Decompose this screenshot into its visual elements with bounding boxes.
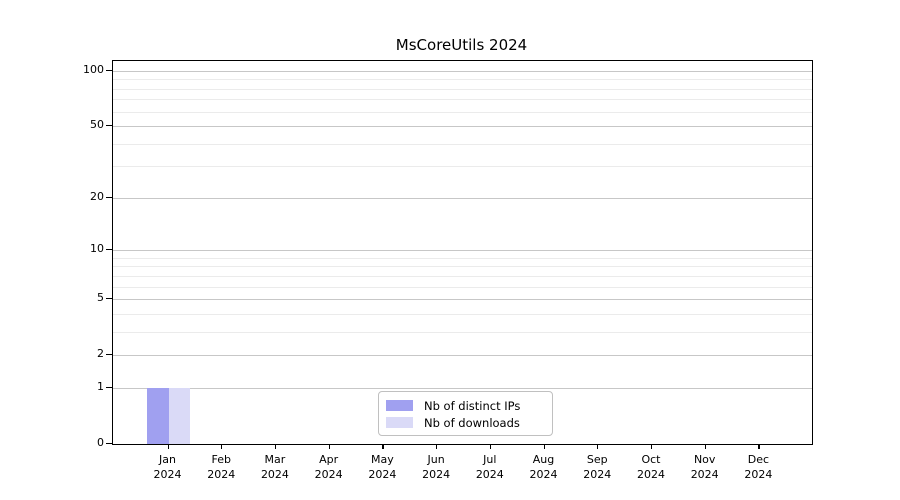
y-tick-label: 2 — [97, 347, 104, 361]
x-axis-tick — [167, 444, 169, 449]
gridline-major — [113, 197, 812, 199]
bar-nb-of-downloads — [168, 387, 190, 444]
gridline-major — [113, 355, 812, 357]
y-tick-label: 5 — [97, 291, 104, 305]
legend-entry: Nb of distinct IPs — [386, 398, 544, 413]
gridline-minor — [113, 257, 812, 259]
x-tick-label: Feb 2024 — [207, 453, 236, 481]
legend-swatch — [386, 400, 413, 411]
gridline-minor — [113, 313, 812, 315]
x-axis-tick — [543, 444, 545, 449]
x-axis-tick — [597, 444, 599, 449]
legend-swatch — [386, 417, 413, 428]
x-axis-tick — [704, 444, 706, 449]
gridline-major — [113, 299, 812, 301]
y-axis-tick — [106, 443, 112, 445]
gridline-major — [113, 70, 812, 72]
y-tick-label: 1 — [97, 379, 104, 393]
x-tick-label: Mar 2024 — [260, 453, 289, 481]
y-axis-tick — [106, 298, 112, 300]
y-axis-tick — [106, 249, 112, 251]
y-tick-label: 0 — [97, 436, 104, 449]
x-axis-tick — [221, 444, 223, 449]
gridline-minor — [113, 88, 812, 90]
y-tick-label: 100 — [83, 62, 104, 76]
x-axis-tick — [274, 444, 277, 449]
gridline-minor — [113, 275, 812, 277]
x-tick-label: Oct 2024 — [636, 453, 665, 481]
legend: Nb of distinct IPs Nb of downloads — [378, 391, 553, 436]
x-tick-label: Jul 2024 — [475, 453, 504, 481]
x-axis-tick — [758, 444, 760, 449]
y-tick-label: 50 — [90, 118, 104, 132]
y-tick-label: 20 — [90, 189, 104, 203]
x-axis-tick — [436, 444, 438, 449]
y-axis-tick — [106, 354, 112, 356]
gridline-minor — [113, 143, 812, 145]
gridline-minor — [113, 166, 812, 168]
x-axis-tick — [489, 444, 491, 449]
y-axis-tick — [106, 69, 112, 72]
y-axis-tick — [106, 386, 112, 389]
gridline-minor — [113, 99, 812, 101]
gridline-minor — [113, 331, 812, 333]
x-tick-label: Sep 2024 — [583, 453, 612, 481]
gridline-minor — [113, 79, 812, 81]
x-tick-label: Dec 2024 — [744, 453, 773, 481]
gridline-minor — [113, 111, 812, 113]
plot-area — [112, 60, 813, 445]
x-tick-label: Jun 2024 — [422, 453, 451, 481]
x-tick-label: Aug 2024 — [529, 453, 558, 481]
legend-label: Nb of downloads — [424, 415, 520, 430]
x-axis-tick — [650, 444, 653, 449]
gridline-major — [113, 250, 812, 252]
x-tick-label: Nov 2024 — [690, 453, 719, 481]
chart-title: MsCoreUtils 2024 — [395, 36, 528, 54]
y-axis-tick — [106, 196, 112, 199]
y-tick-label: 10 — [90, 242, 104, 256]
bar-nb-of-distinct-ips — [147, 387, 169, 444]
legend-entry: Nb of downloads — [386, 415, 544, 430]
gridline-major — [113, 126, 812, 128]
x-tick-label: Apr 2024 — [314, 453, 343, 481]
x-tick-label: May 2024 — [368, 453, 397, 481]
gridline-major — [113, 387, 812, 389]
legend-label: Nb of distinct IPs — [424, 398, 521, 413]
x-axis-tick — [382, 444, 384, 449]
y-axis-tick — [106, 125, 112, 127]
x-axis-tick — [328, 444, 330, 449]
gridline-minor — [113, 286, 812, 288]
gridline-minor — [113, 266, 812, 268]
x-tick-label: Jan 2024 — [153, 453, 182, 481]
